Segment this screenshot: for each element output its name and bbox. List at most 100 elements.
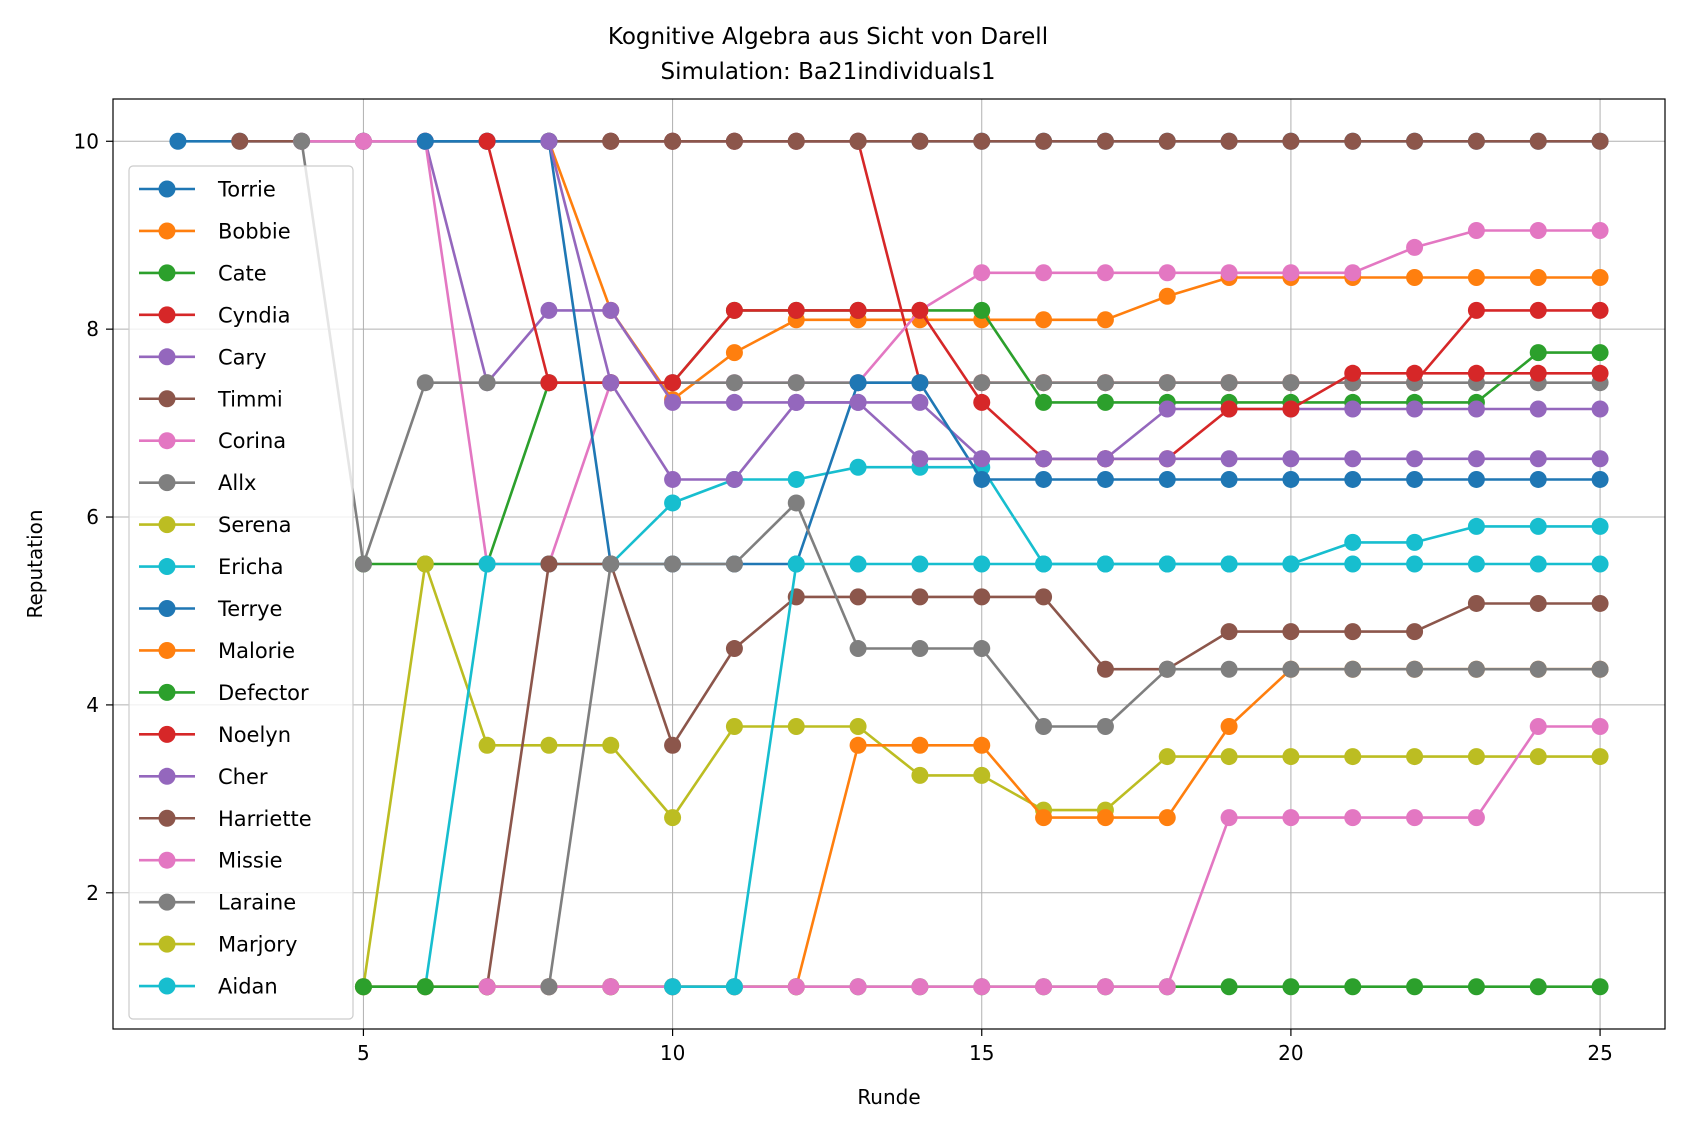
data-point [1467,809,1485,827]
data-point [1406,533,1424,551]
legend-swatch-marker [158,558,176,576]
data-point [664,555,682,573]
data-point [1591,268,1609,286]
data-point [664,978,682,996]
y-tick-label: 8 [86,317,99,341]
data-point [1220,400,1238,418]
legend-item: Allx [139,471,256,495]
data-point [1158,287,1176,305]
data-point [849,374,867,392]
data-point [1467,517,1485,535]
series-line [425,140,1601,566]
legend-label: Allx [218,471,256,495]
data-point [1158,809,1176,827]
legend-label: Defector [218,681,309,705]
data-point [1406,132,1424,150]
data-point [1529,344,1547,362]
data-point [1096,393,1114,411]
data-point [787,555,805,573]
data-point [1591,400,1609,418]
data-point [973,978,991,996]
legend-label: Malorie [218,639,295,663]
data-point [1406,978,1424,996]
data-point [1591,364,1609,382]
data-point [1282,809,1300,827]
legend-swatch-marker [158,264,176,282]
data-point [1591,344,1609,362]
series-line [300,141,1601,566]
data-point [1529,978,1547,996]
series-aidan [664,517,1609,996]
data-point [478,374,496,392]
data-point [973,555,991,573]
data-point [1529,470,1547,488]
data-point [602,374,620,392]
data-point [1282,400,1300,418]
data-point [1591,450,1609,468]
data-point [1344,400,1362,418]
legend-item: Aidan [139,975,278,999]
y-tick-label: 6 [86,505,99,529]
y-tick-label: 10 [74,129,99,153]
legend-swatch-marker [158,851,176,869]
data-point [1282,555,1300,573]
data-point [1467,400,1485,418]
data-point [1529,555,1547,573]
data-point [1035,809,1053,827]
data-point [911,555,929,573]
data-point [293,132,311,150]
data-point [725,718,743,736]
data-point [1035,978,1053,996]
legend-label: Noelyn [218,723,291,747]
legend: Torrie Bobbie Cate Cyndia Cary Timmi Corina All… [128,165,354,1020]
data-point [1467,555,1485,573]
data-point [1344,533,1362,551]
data-point [1467,364,1485,382]
data-point [1529,132,1547,150]
data-point [1035,588,1053,606]
data-point [1344,623,1362,641]
chart-title: Kognitive Algebra aus Sicht von Darell [608,24,1048,50]
data-point [1344,264,1362,282]
data-point [1096,132,1114,150]
data-point [478,736,496,754]
series-cyndia [602,132,1609,392]
data-point [725,301,743,319]
legend-swatch-marker [158,935,176,953]
data-point [973,766,991,784]
data-point [231,132,249,150]
data-point [416,555,434,573]
data-point [1158,470,1176,488]
data-point [973,450,991,468]
legend-item: Torrie [139,178,276,202]
series-line [301,140,1601,566]
data-point [1220,132,1238,150]
data-point [1096,374,1114,392]
data-point [849,458,867,476]
legend-box [128,165,354,1020]
data-point [1158,400,1176,418]
data-point [1096,978,1114,996]
data-point [1220,450,1238,468]
data-point [1344,978,1362,996]
data-point [1406,809,1424,827]
x-tick-label: 5 [357,1041,370,1065]
data-point [1158,132,1176,150]
series-missie [478,718,1609,996]
data-point [725,132,743,150]
data-point [787,393,805,411]
data-point [911,393,929,411]
legend-item: Cate [139,261,267,285]
data-point [1158,978,1176,996]
data-point [1467,301,1485,319]
legend-swatch-marker [158,390,176,408]
data-point [1220,470,1238,488]
data-point [1529,400,1547,418]
series-noelyn [478,132,1609,468]
legend-swatch-marker [158,516,176,534]
data-point [1282,748,1300,766]
tick-layer: 5 10 15 20 25 2 4 6 8 10 [74,129,1613,1065]
data-point [602,301,620,319]
data-point [849,588,867,606]
